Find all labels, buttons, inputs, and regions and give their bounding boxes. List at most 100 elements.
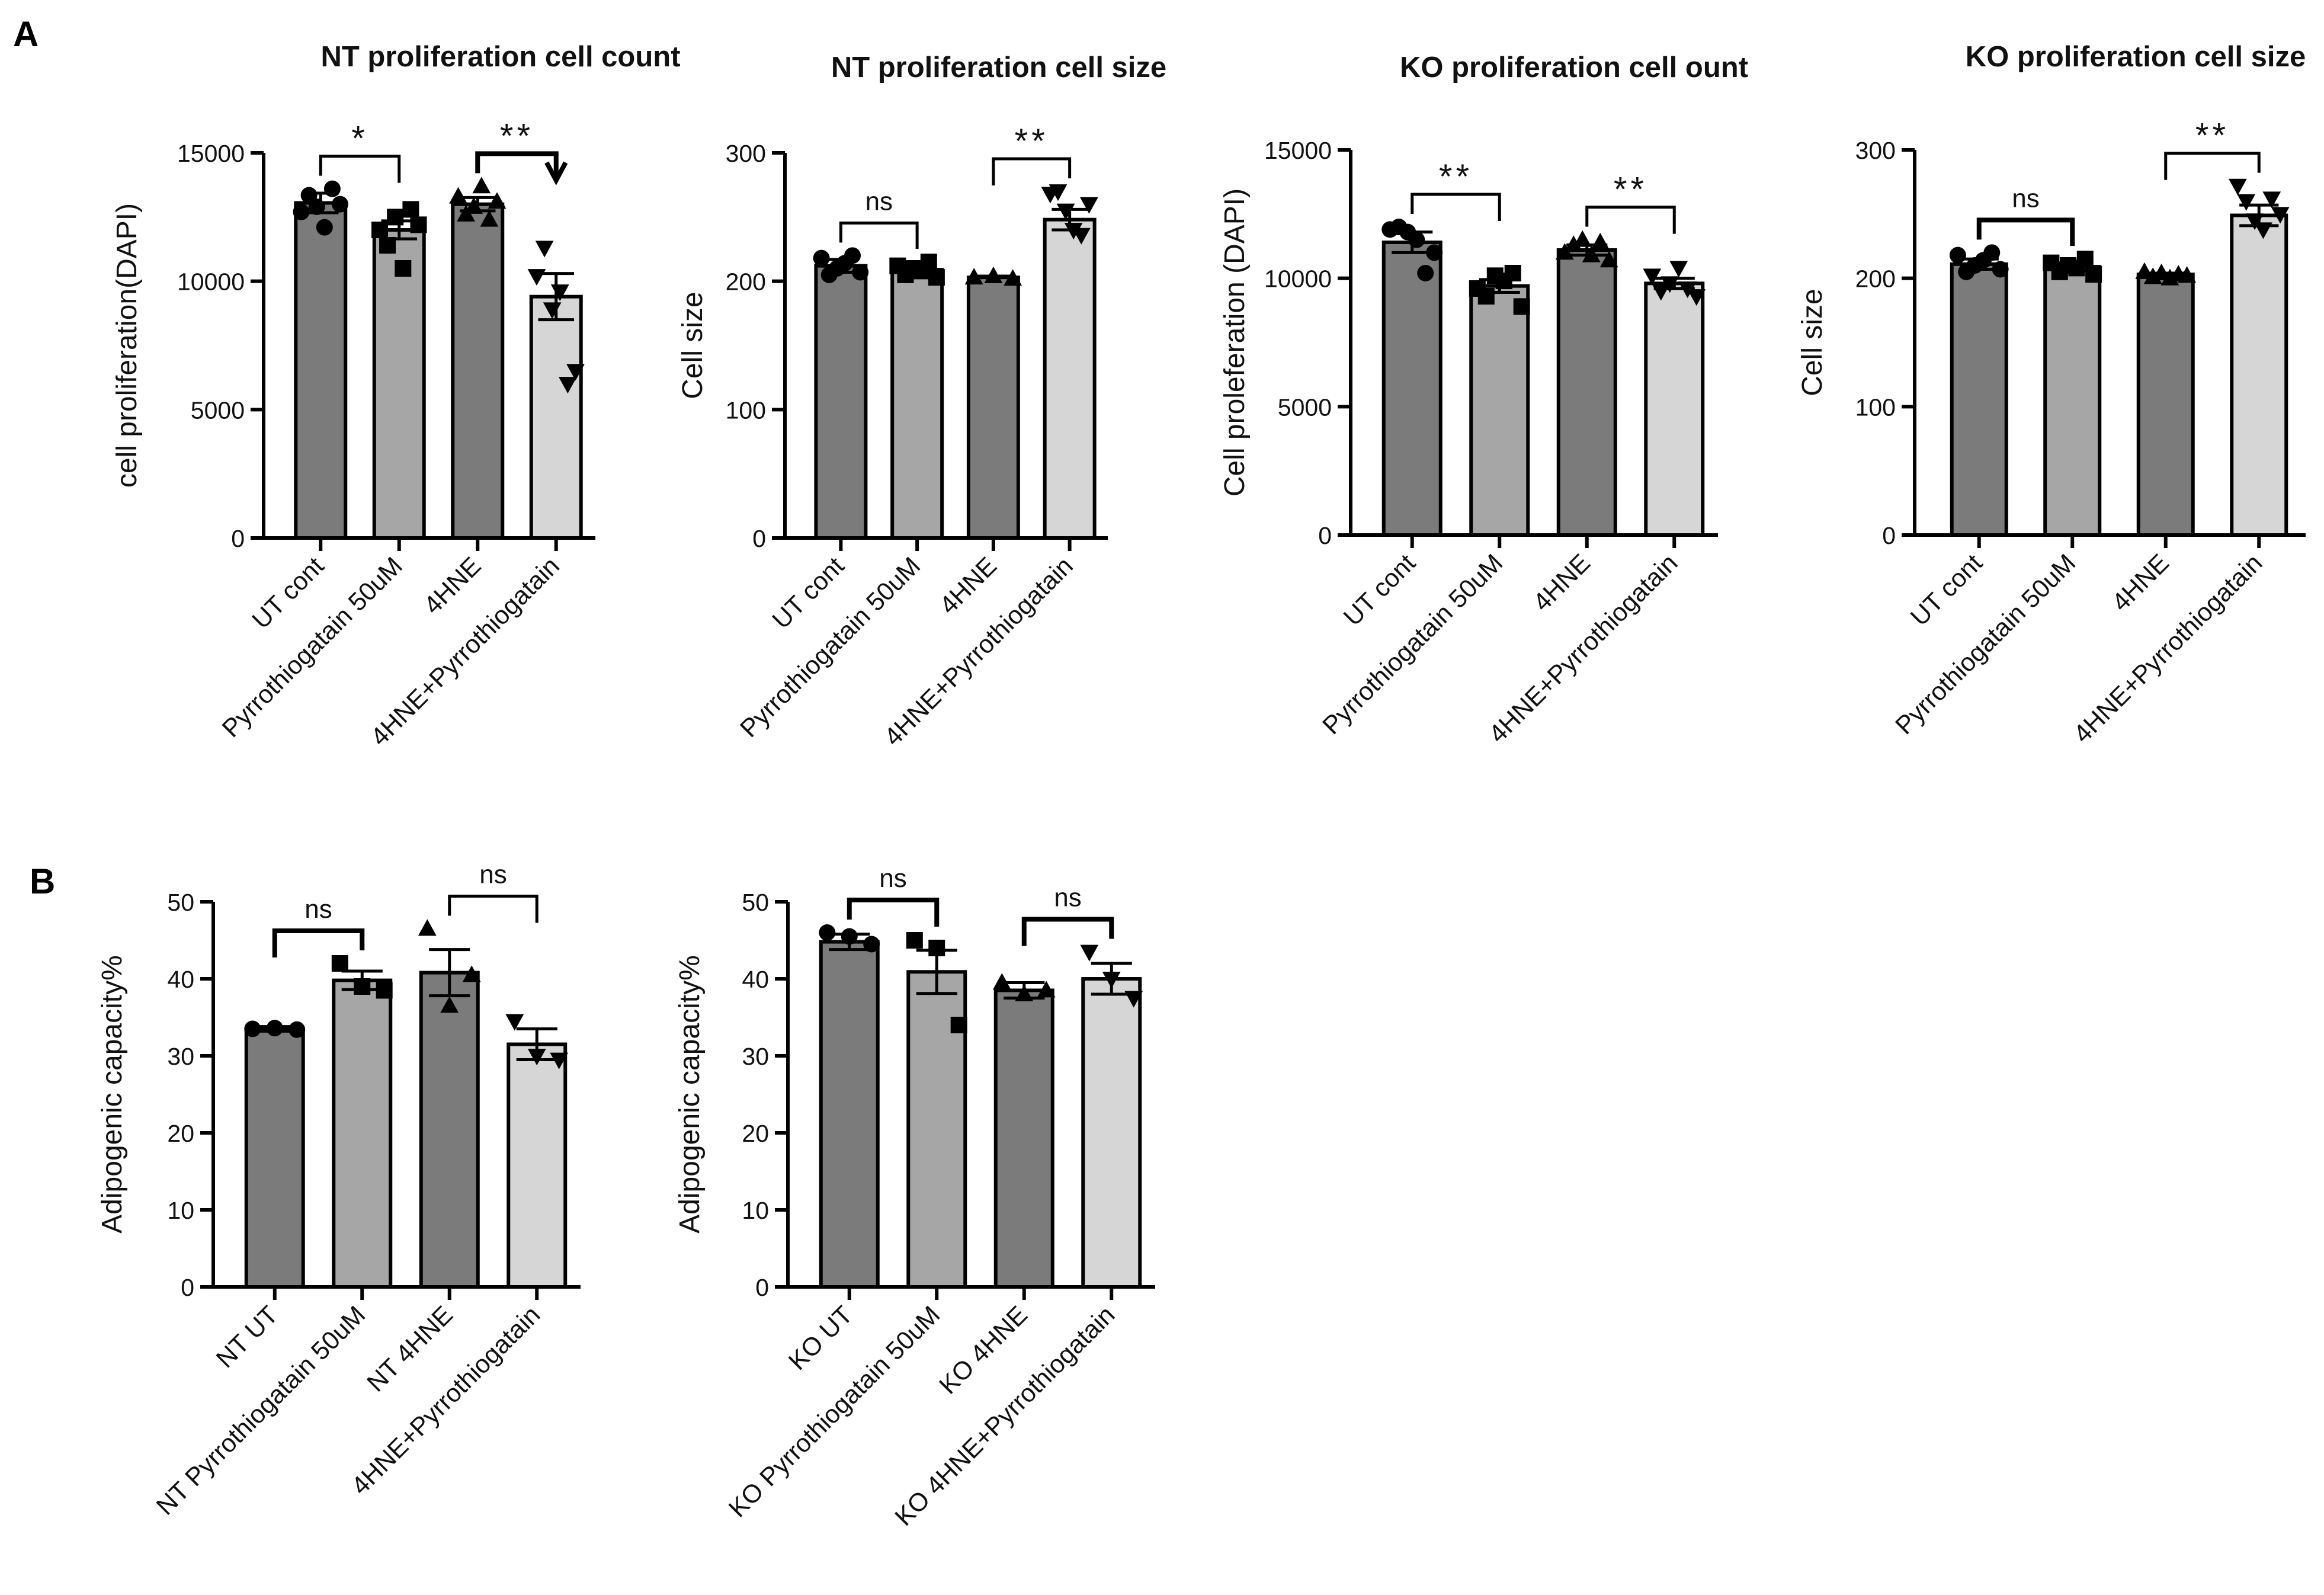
data-point [387,209,404,226]
significance-bracket [475,151,559,181]
data-point [1669,261,1688,278]
significance-bracket [1976,217,2075,246]
data-point [376,982,393,999]
significance-bracket [2164,152,2261,180]
bar [1556,248,1617,537]
data-point [354,978,371,995]
bar [244,1027,305,1289]
y-tick-label: 10000 [177,268,245,296]
x-tick-label: 4HNE [2107,549,2175,617]
chart-nt-cell-size: NT proliferation cell size Cell size 0 100 2… [677,52,1166,751]
significance-label: ns [2012,184,2039,213]
data-point [418,919,437,936]
data-point [505,1014,524,1031]
data-point [2254,222,2272,239]
x-tick-label: 4HNE [934,552,1002,620]
data-point [1064,223,1083,240]
y-tick-label: 10 [167,1197,194,1224]
x-tick-label: UT cont [1905,549,1988,632]
data-point [488,192,507,209]
y-tick-label: 0 [1882,522,1896,549]
significance-label: ns [879,864,906,893]
data-point [527,269,546,286]
significance-label: ** [500,117,534,155]
bar [1950,262,2008,537]
bar [1381,241,1443,537]
data-point [841,928,858,945]
significance-bracket [992,157,1072,185]
data-point [1983,244,2001,261]
data-point [293,203,310,220]
significance-label: ** [1015,122,1049,161]
x-tick-label: KO UT [783,1301,858,1376]
data-point [2262,191,2281,209]
data-point [1504,265,1521,281]
data-point [543,302,562,319]
data-point [1678,281,1697,299]
bar [890,268,944,540]
x-tick-label: NT UT [211,1301,284,1373]
data-point [1477,288,1495,305]
y-tick-label: 20 [742,1120,769,1147]
data-point [323,180,341,197]
significance-bracket [1585,206,1676,234]
data-point [1599,251,1618,268]
data-point [550,1052,569,1069]
y-tick-label: 0 [755,1274,769,1301]
data-point [1124,991,1143,1008]
data-point [950,1017,967,1033]
data-point [266,1020,283,1037]
y-tick-label: 10000 [1264,265,1332,293]
data-point [1591,232,1610,249]
y-tick-label: 30 [167,1043,194,1070]
significance-arrowhead [544,161,568,185]
bar [2230,213,2288,537]
data-point [964,268,983,285]
data-point [906,932,923,949]
data-point [316,219,333,236]
data-point [984,266,1003,283]
data-point [844,247,861,264]
y-axis-label: Cell size [1797,289,1828,396]
data-point [1408,231,1425,248]
data-point [244,1020,261,1037]
data-point [1426,244,1443,261]
data-point [440,996,459,1013]
significance-bracket [839,221,919,249]
bar [1081,977,1142,1289]
data-point [1949,246,1966,264]
y-tick-label: 10 [742,1197,769,1224]
significance-bracket [847,898,940,927]
data-point [1015,984,1034,1001]
bar [332,978,393,1289]
significance-label: ns [866,187,893,216]
data-point [1037,981,1056,998]
data-point [1643,268,1662,286]
data-point [1072,228,1091,245]
y-tick-label: 100 [726,396,766,424]
y-tick-label: 40 [167,966,194,993]
panel-letter-b: B [30,861,55,901]
y-axis-label: Cell size [677,292,709,399]
y-axis-label: Adipogenic capacity% [674,955,706,1234]
data-point [928,269,945,286]
data-point [464,197,483,214]
y-tick-label: 0 [231,525,245,552]
data-point [308,198,325,215]
data-point [1582,245,1601,262]
data-point [332,196,349,213]
data-point [1080,944,1099,962]
y-axis-label: cell proliferation(DAPI) [111,203,143,488]
data-point [1049,184,1068,201]
y-tick-label: 300 [726,140,766,167]
data-point [462,965,481,982]
bar [966,276,1020,540]
bar [2136,273,2195,537]
data-point [550,284,569,302]
data-point [992,973,1011,990]
bar [1644,281,1705,537]
chart-nt-cell-count: NT proliferation cell count cell prolifer… [111,41,681,751]
x-tick-label: 4HNE [1528,549,1596,617]
data-point [1555,243,1574,260]
